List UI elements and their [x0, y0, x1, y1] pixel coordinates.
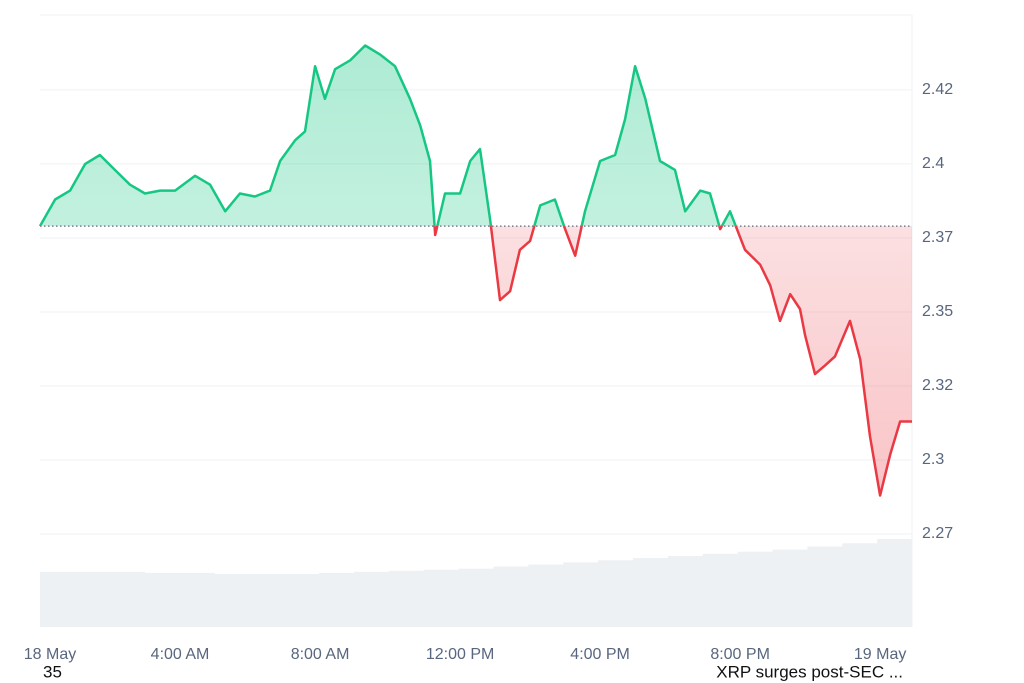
volume-bar: [319, 572, 355, 627]
volume-bar: [458, 568, 494, 627]
volume-bar: [40, 571, 76, 627]
x-tick-label: 12:00 PM: [426, 646, 494, 663]
y-tick-label: 2.3: [922, 451, 944, 468]
volume-bar: [842, 543, 878, 627]
volume-bar: [598, 560, 634, 627]
y-tick-label: 2.42: [922, 81, 953, 98]
volume-bar: [214, 573, 250, 627]
volume-bar: [388, 570, 425, 627]
y-tick-label: 2.4: [922, 155, 944, 172]
y-tick-label: 2.32: [922, 377, 953, 394]
x-tick-label: 8:00 PM: [710, 646, 770, 663]
price-line: [38, 44, 738, 227]
volume-bar: [144, 572, 181, 627]
volume-bar: [109, 571, 146, 627]
volume-bar: [284, 573, 320, 627]
x-tick-label: 19 May: [854, 646, 906, 663]
volume-bar: [632, 558, 669, 627]
footer-left: 35: [43, 662, 62, 681]
footer-right: XRP surges post-SEC ...: [716, 662, 903, 681]
volume-bar: [493, 566, 529, 627]
volume-bar: [423, 569, 460, 627]
price-line-below: [40, 226, 912, 497]
volume-bar: [877, 539, 913, 627]
area-down: [40, 226, 912, 496]
area-up: [40, 45, 736, 227]
x-tick-label: 18 May: [24, 646, 76, 663]
volume-bar: [179, 572, 215, 627]
volume-bar: [353, 571, 390, 627]
x-tick-label: 4:00 AM: [151, 646, 210, 663]
volume-bar: [702, 553, 739, 627]
volume-bar: [807, 546, 843, 627]
volume-bar: [528, 564, 564, 627]
volume-bar: [563, 562, 599, 627]
volume-bar: [74, 571, 111, 627]
x-tick-label: 8:00 AM: [291, 646, 350, 663]
volume-bar: [772, 549, 808, 627]
y-tick-label: 2.37: [922, 229, 953, 246]
volume-bar: [667, 555, 704, 627]
volume-bar: [249, 573, 285, 627]
y-tick-label: 2.35: [922, 303, 953, 320]
volume-bar: [737, 551, 773, 627]
y-tick-label: 2.27: [922, 525, 953, 542]
x-tick-label: 4:00 PM: [570, 646, 630, 663]
